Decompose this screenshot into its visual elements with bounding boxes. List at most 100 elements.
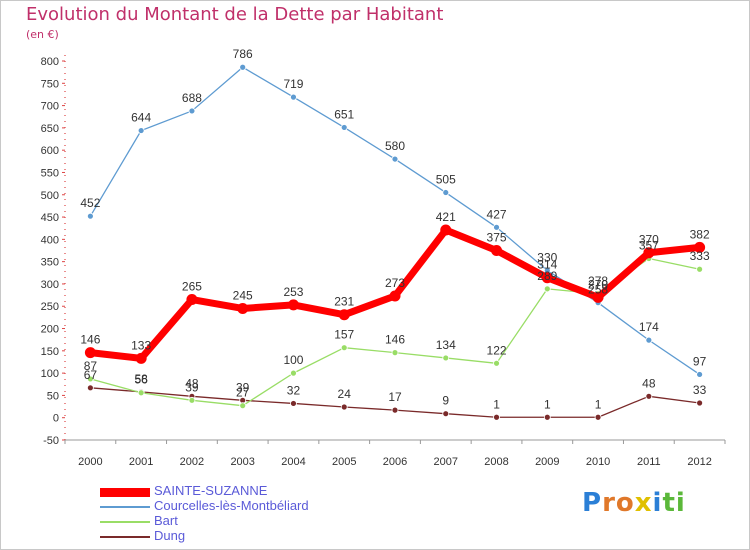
y-tick-label: 700 [41,101,59,113]
x-tick-label: 2001 [129,456,153,468]
data-point [290,369,297,377]
data-label: 333 [690,249,710,263]
data-label: 427 [487,207,507,221]
legend-swatch [100,536,150,538]
y-tick-label: 150 [41,346,59,358]
data-label: 9 [442,394,449,408]
data-point [237,302,249,314]
y-tick-label: 0 [53,413,59,425]
data-point [643,247,655,259]
data-label: 265 [182,280,202,294]
data-point [442,410,450,418]
data-point [696,399,704,407]
data-label: 253 [283,285,303,299]
x-tick-label: 2009 [535,456,559,468]
data-label: 1 [544,397,551,411]
data-label: 87 [84,359,98,373]
data-label: 24 [338,387,352,401]
proxiti-logo: Proxiti [582,488,686,518]
y-tick-label: -50 [43,435,59,447]
data-point [493,359,500,367]
y-tick-label: 500 [41,190,59,202]
data-point [86,375,94,383]
y-tick-label: 200 [41,324,59,336]
data-label: 39 [185,380,199,394]
x-tick-label: 2003 [230,456,254,468]
data-label: 330 [537,251,557,265]
data-label: 48 [642,376,656,390]
logo-letter: o [615,488,635,518]
data-label: 688 [182,91,202,105]
data-point [290,400,297,407]
chart-title: Evolution du Montant de la Dette par Hab… [26,4,444,25]
data-point [543,285,551,293]
data-label: 1 [595,397,602,411]
data-point [442,189,450,196]
data-point [186,294,198,306]
data-label: 719 [283,77,303,91]
data-point [188,396,196,404]
data-label: 314 [537,258,557,272]
y-tick-label: 100 [41,368,59,380]
legend-label: Bart [154,513,178,528]
data-label: 258 [588,283,608,297]
data-point [86,212,94,220]
data-label: 56 [134,373,148,387]
data-label: 17 [388,390,402,404]
data-point [188,107,196,115]
y-tick-label: 800 [41,56,59,68]
line-chart: -50 0 50 100 150 200 250 300 350 400 450 500 550 600 6… [41,47,726,468]
logo-letter: i [652,488,663,518]
x-tick-label: 2005 [332,456,356,468]
data-label: 644 [131,111,151,125]
logo-letter: i [675,488,686,518]
data-point [592,291,604,303]
data-label: 100 [283,353,303,367]
legend-label: Courcelles-lès-Montbéliard [154,498,309,513]
x-tick-label: 2008 [484,456,508,468]
y-tick-label: 50 [47,390,59,402]
data-point [391,349,399,357]
data-label: 273 [385,276,405,290]
data-point [442,354,450,362]
data-point [696,371,704,378]
y-tick-label: 250 [41,301,59,313]
data-label: 382 [690,227,710,241]
y-tick-label: 750 [41,78,59,90]
logo-letter: P [582,488,603,518]
data-label: 174 [639,320,659,334]
data-point [340,124,348,131]
data-point [543,413,551,421]
data-point [137,389,145,397]
data-point [645,392,653,400]
data-label: 146 [80,333,100,347]
series-layer [84,63,706,421]
data-point [338,309,350,321]
data-point [287,299,299,311]
data-point [493,223,500,231]
data-label: 48 [185,376,199,390]
data-point [290,93,297,101]
y-tick-label: 350 [41,257,59,269]
x-tick-label: 2011 [637,456,661,468]
logo-letter: x [634,488,653,518]
data-label: 122 [487,343,507,357]
data-label: 97 [693,354,707,368]
y-tick-label: 450 [41,212,59,224]
x-tick-label: 2000 [78,456,102,468]
data-label: 146 [385,333,405,347]
data-label: 231 [334,295,354,309]
logo-letter: t [662,488,676,518]
data-label: 786 [233,47,253,61]
data-point [391,155,399,163]
data-label: 32 [287,383,301,397]
data-label: 580 [385,139,405,153]
data-point [135,352,147,364]
x-tick-label: 2004 [281,456,305,468]
y-tick-label: 650 [41,123,59,135]
x-tick-label: 2002 [180,456,204,468]
chart-subtitle: (en €) [26,28,59,41]
data-label: 278 [588,274,608,288]
data-label: 452 [80,196,100,210]
